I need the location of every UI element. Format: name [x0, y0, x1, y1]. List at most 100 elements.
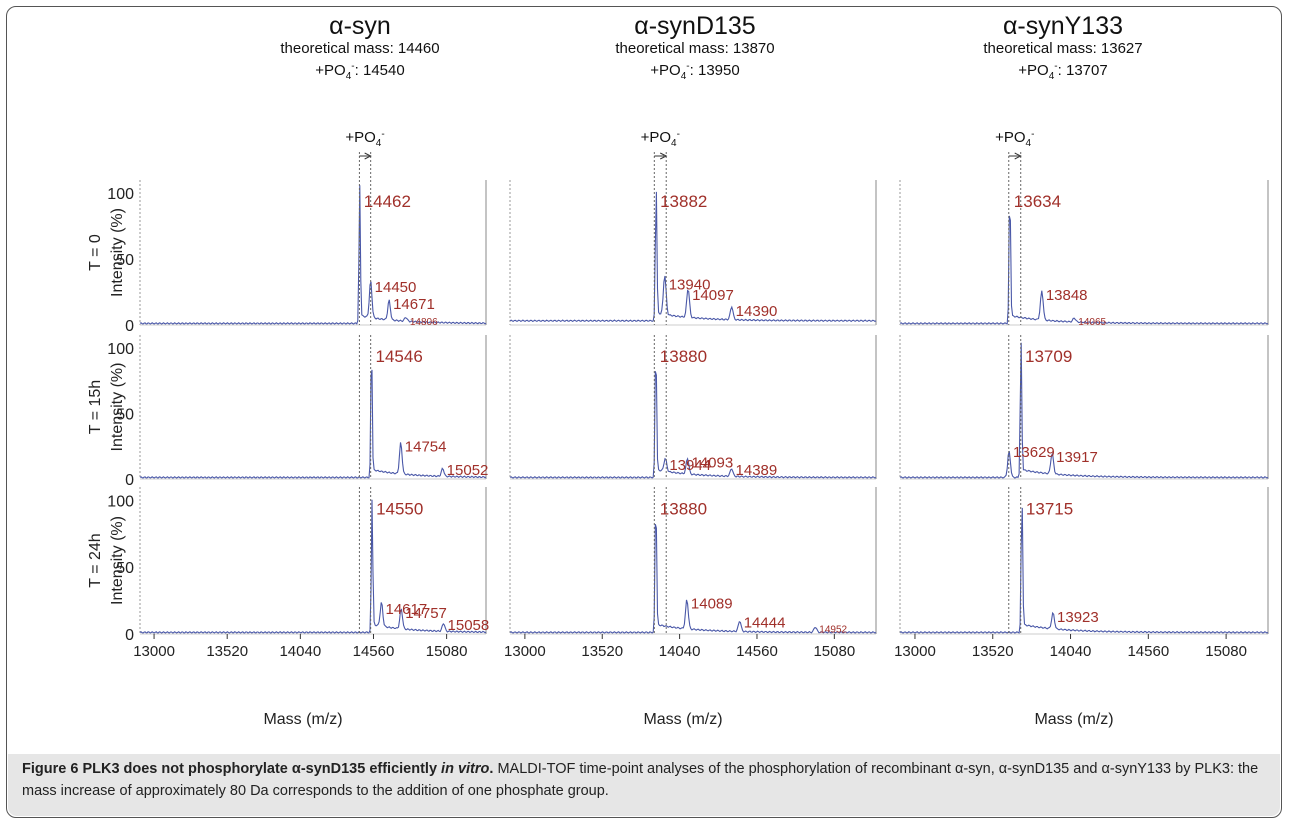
- spectrum-panel-a-synd135-row-3: 13880 14089 14444 14952 13000 13520 14040 14560…: [504, 487, 877, 660]
- y-axis-label: Intensity (%): [109, 363, 126, 452]
- peak-label: 14065: [1078, 317, 1106, 328]
- y-tick-label: 50: [116, 252, 134, 269]
- peak-label: 14617: [385, 601, 427, 618]
- column-header-a-synd135: α-synD135 theoretical mass: 13870 +PO4-:…: [545, 12, 845, 86]
- caption-title: PLK3 does not phosphorylate α-synD135 ef…: [82, 761, 442, 777]
- peak-label: 13880: [660, 499, 707, 518]
- peak-label: 14093: [691, 454, 733, 471]
- column-title: α-syn: [329, 12, 391, 40]
- spectrum-trace: [509, 371, 877, 479]
- caption-title-end: .: [489, 761, 494, 777]
- spectrum-trace: [899, 215, 1269, 325]
- figure-caption: Figure 6 PLK3 does not phosphorylate α-s…: [22, 758, 1278, 802]
- peak-label: 13880: [660, 347, 707, 366]
- peak-label: 13709: [1025, 347, 1072, 366]
- x-tick-label: 13520: [972, 643, 1014, 660]
- po4-shift-arrowhead: [364, 152, 372, 160]
- spectrum-trace: [139, 369, 487, 479]
- peak-label: 14390: [736, 303, 778, 320]
- spectrum-trace: [139, 499, 487, 634]
- po4-shift-arrowhead: [1014, 152, 1022, 160]
- y-tick-label: 0: [125, 318, 134, 335]
- y-axis-label: Intensity (%): [109, 208, 126, 297]
- spectrum-trace: [509, 523, 877, 634]
- x-axis-label: Mass (m/z): [263, 711, 342, 728]
- spectrum-trace: [899, 342, 1269, 479]
- y-tick-label: 0: [125, 627, 134, 644]
- po4-shift-label: +PO4-: [345, 129, 384, 149]
- peak-label: 13629: [1013, 444, 1055, 461]
- po4-mass-line: +PO4-: 13707: [1018, 61, 1108, 82]
- peak-label: 14462: [364, 192, 411, 211]
- po4-mass-line: +PO4-: 14540: [315, 61, 405, 82]
- spectrum-panel-a-syny133-row-3: 13715 13923 13000 13520 14040 14560 15080: [894, 487, 1269, 660]
- peak-label: 14952: [819, 625, 847, 636]
- column-header-a-syn: α-syn theoretical mass: 14460 +PO4-: 145…: [210, 12, 510, 86]
- peak-label: 13923: [1057, 609, 1099, 626]
- x-tick-label: 13520: [581, 643, 623, 660]
- column-title: α-synD135: [634, 12, 756, 40]
- peak-label: 14757: [405, 605, 447, 622]
- po4-shift-label: +PO4-: [641, 129, 680, 149]
- x-tick-label: 14040: [279, 643, 321, 660]
- peak-label: 14444: [744, 614, 786, 631]
- spectrum-trace: [899, 507, 1269, 634]
- peak-label: 13944: [669, 457, 711, 474]
- spectrum-trace: [139, 185, 487, 325]
- peak-label: 14754: [405, 439, 447, 456]
- po4-mass-line: +PO4-: 13950: [650, 61, 740, 82]
- peak-label: 13848: [1046, 287, 1088, 304]
- x-tick-label: 13000: [133, 643, 175, 660]
- x-tick-label: 14560: [1127, 643, 1169, 660]
- column-title: α-synY133: [1002, 12, 1124, 40]
- theoretical-mass: theoretical mass: 13870: [615, 40, 775, 57]
- spectrum-trace: [509, 191, 877, 323]
- theoretical-mass: theoretical mass: 14460: [280, 40, 440, 57]
- row-time-label: T = 24h: [87, 533, 104, 587]
- y-tick-label: 100: [107, 341, 134, 358]
- x-tick-label: 15080: [426, 643, 468, 660]
- peak-label: 13882: [660, 192, 707, 211]
- y-axis-label: Intensity (%): [109, 516, 126, 605]
- x-axis-label: Mass (m/z): [643, 711, 722, 728]
- peak-label: 13715: [1026, 499, 1073, 518]
- po4-mass: 13707: [1065, 62, 1108, 79]
- x-tick-label: 15080: [1205, 643, 1247, 660]
- po4-mass: 14540: [362, 62, 405, 79]
- po4-mass: 13950: [697, 62, 740, 79]
- figure-frame: [6, 6, 1282, 818]
- peak-label: 14089: [691, 596, 733, 613]
- po4-shift-arrowhead: [659, 152, 668, 160]
- peak-label: 14671: [393, 296, 435, 313]
- peak-label: 15058: [448, 617, 490, 634]
- y-tick-label: 100: [107, 493, 134, 510]
- y-tick-label: 100: [107, 186, 134, 203]
- x-tick-label: 14560: [736, 643, 778, 660]
- peak-label: 14450: [375, 279, 417, 296]
- spectrum-panel-a-syny133-row-1: 13634 13848 14065 +PO4-: [899, 129, 1269, 328]
- caption-text: MALDI-TOF time-point analyses of the pho…: [22, 761, 1259, 799]
- x-tick-label: 14560: [353, 643, 395, 660]
- y-tick-label: 0: [125, 472, 134, 489]
- column-header-a-syny133: α-synY133 theoretical mass: 13627 +PO4-:…: [913, 12, 1213, 86]
- peak-label: 13917: [1056, 449, 1098, 466]
- y-tick-label: 50: [116, 407, 134, 424]
- peak-label: 13940: [669, 276, 711, 293]
- theoretical-mass: theoretical mass: 13627: [983, 40, 1143, 57]
- caption-title-italic: in vitro: [441, 761, 490, 777]
- row-time-label: T = 0: [87, 234, 104, 271]
- caption-figure-number: Figure 6: [22, 761, 83, 777]
- x-tick-label: 13520: [206, 643, 248, 660]
- x-tick-label: 15080: [813, 643, 855, 660]
- x-tick-label: 13000: [894, 643, 936, 660]
- peak-label: 14550: [376, 499, 423, 518]
- row-time-label: T = 15h: [87, 380, 104, 434]
- peak-label: 14546: [376, 347, 423, 366]
